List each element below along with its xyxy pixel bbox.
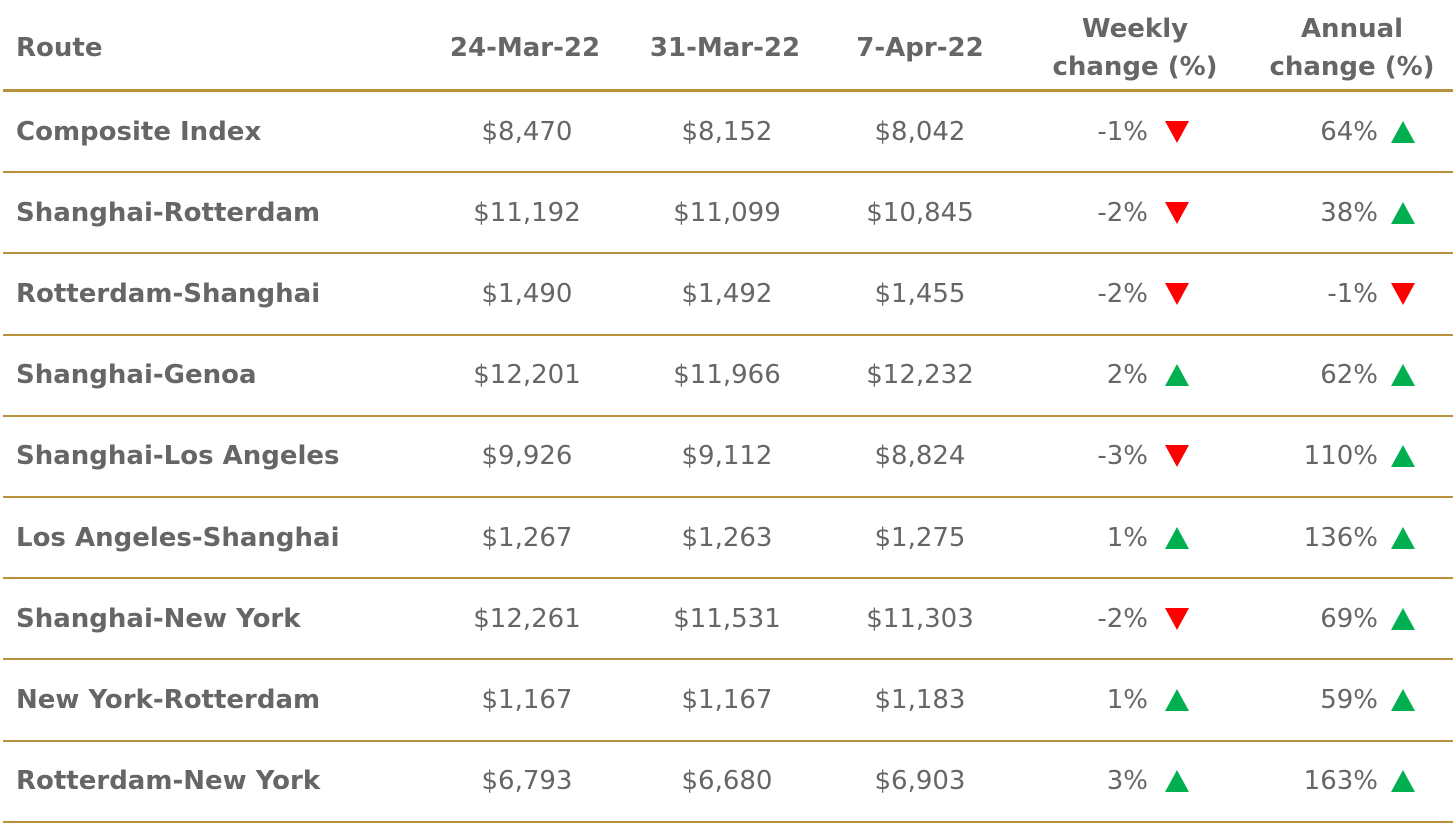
annual-change: 69% — [1320, 603, 1378, 634]
price-cell: $12,232 — [866, 360, 974, 391]
price-cell: $12,201 — [473, 360, 581, 391]
header-rule — [3, 89, 1453, 92]
up-arrow — [1165, 526, 1189, 549]
up-arrow — [1165, 689, 1189, 711]
row-rule — [3, 496, 1453, 498]
down-arrow — [1165, 607, 1189, 630]
up-arrow — [1165, 364, 1189, 387]
route-name: Shanghai-Los Angeles — [16, 441, 340, 472]
route-name: Rotterdam-New York — [16, 766, 321, 797]
annual-change: 38% — [1320, 197, 1378, 228]
row-rule — [3, 171, 1453, 174]
annual-change: 136% — [1303, 522, 1378, 553]
annual-change: 62% — [1320, 360, 1378, 391]
up-arrow — [1391, 120, 1415, 143]
route-name: New York-Rotterdam — [16, 685, 321, 715]
row-rule — [3, 414, 1453, 417]
annual-change: 163% — [1303, 766, 1378, 797]
price-cell: $8,152 — [681, 116, 773, 147]
route-name: Composite Index — [16, 116, 262, 147]
up-arrow — [1391, 607, 1415, 630]
annual-change: -1% — [1327, 279, 1378, 309]
annual-change: 64% — [1320, 116, 1378, 147]
header-cell: 7-Apr-22 — [856, 33, 984, 63]
up-arrow — [1391, 770, 1415, 793]
down-arrow — [1165, 201, 1189, 224]
price-cell: $8,042 — [874, 116, 966, 147]
weekly-change: 1% — [1106, 522, 1148, 553]
price-cell: $11,531 — [673, 603, 781, 634]
weekly-change: 2% — [1106, 360, 1148, 391]
row-rule — [3, 333, 1453, 336]
weekly-change: -2% — [1097, 279, 1148, 309]
header-cell: 31-Mar-22 — [649, 33, 801, 63]
route-name: Shanghai-New York — [16, 603, 301, 634]
price-cell: $1,492 — [681, 279, 773, 309]
route-name: Shanghai-Rotterdam — [16, 197, 321, 228]
down-arrow — [1391, 283, 1415, 305]
up-arrow — [1391, 364, 1415, 387]
price-cell: $1,490 — [481, 279, 573, 309]
down-arrow — [1165, 445, 1189, 468]
price-cell: $10,845 — [866, 197, 974, 228]
price-cell: $6,680 — [681, 766, 773, 797]
price-cell: $8,470 — [481, 116, 573, 147]
price-cell: $11,192 — [473, 197, 581, 228]
up-arrow — [1391, 201, 1415, 224]
down-arrow — [1165, 283, 1189, 305]
weekly-change: -2% — [1097, 603, 1148, 634]
header-cell: Annual change (%) — [1269, 14, 1435, 82]
price-cell: $1,183 — [874, 685, 966, 715]
row-rule — [3, 577, 1453, 580]
up-arrow — [1391, 445, 1415, 468]
up-arrow — [1391, 689, 1415, 711]
route-name: Los Angeles-Shanghai — [16, 522, 340, 553]
header-cell: Route — [16, 33, 103, 63]
header-cell: Weekly change (%) — [1052, 14, 1218, 82]
header-cell: 24-Mar-22 — [449, 33, 601, 63]
down-arrow — [1165, 120, 1189, 143]
price-cell: $1,455 — [874, 279, 966, 309]
row-rule — [3, 739, 1453, 742]
weekly-change: 3% — [1106, 766, 1148, 797]
price-cell: $11,966 — [673, 360, 781, 391]
price-cell: $1,267 — [481, 522, 573, 553]
route-name: Shanghai-Genoa — [16, 360, 257, 391]
price-cell: $11,303 — [866, 603, 974, 634]
price-cell: $6,793 — [481, 766, 573, 797]
price-cell: $12,261 — [473, 603, 581, 634]
up-arrow — [1391, 526, 1415, 549]
row-rule — [3, 658, 1453, 661]
price-cell: $1,263 — [681, 522, 773, 553]
price-cell: $8,824 — [874, 441, 966, 472]
weekly-change: -2% — [1097, 197, 1148, 228]
annual-change: 110% — [1303, 441, 1378, 472]
weekly-change: 1% — [1106, 685, 1148, 715]
annual-change: 59% — [1320, 685, 1378, 715]
weekly-change: -3% — [1097, 441, 1148, 472]
price-cell: $11,099 — [673, 197, 781, 228]
price-cell: $1,167 — [681, 685, 773, 715]
row-rule — [3, 820, 1453, 823]
price-cell: $9,112 — [681, 441, 773, 472]
price-cell: $6,903 — [874, 766, 966, 797]
up-arrow — [1165, 770, 1189, 793]
price-cell: $9,926 — [481, 441, 573, 472]
price-cell: $1,167 — [481, 685, 573, 715]
weekly-change: -1% — [1097, 116, 1148, 147]
price-cell: $1,275 — [874, 522, 966, 553]
row-rule — [3, 252, 1453, 255]
route-name: Rotterdam-Shanghai — [16, 279, 321, 309]
